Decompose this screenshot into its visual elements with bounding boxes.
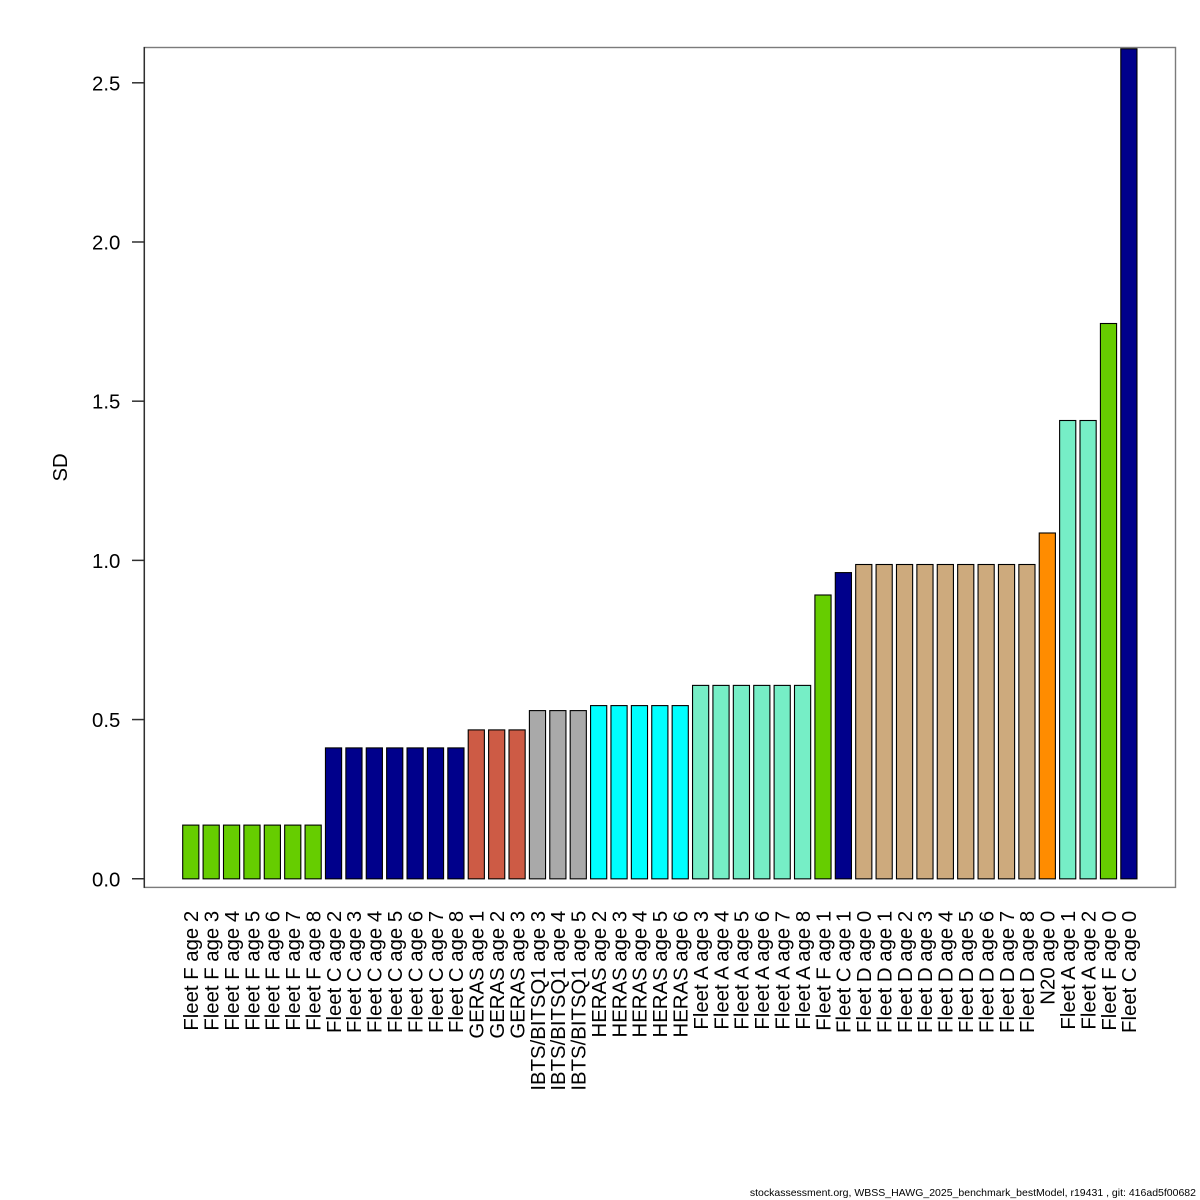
svg-text:Fleet C age 2: Fleet C age 2 — [324, 911, 346, 1033]
svg-text:GERAS age 3: GERAS age 3 — [507, 911, 529, 1039]
svg-text:Fleet C age 6: Fleet C age 6 — [405, 911, 427, 1033]
svg-text:Fleet A age 3: Fleet A age 3 — [691, 911, 713, 1030]
svg-text:Fleet D age 8: Fleet D age 8 — [1017, 911, 1039, 1033]
svg-text:Fleet F age 5: Fleet F age 5 — [242, 911, 264, 1031]
svg-text:2.0: 2.0 — [92, 232, 120, 254]
svg-text:Fleet F age 3: Fleet F age 3 — [201, 911, 223, 1031]
svg-text:Fleet A age 1: Fleet A age 1 — [1058, 911, 1080, 1030]
svg-text:HERAS age 5: HERAS age 5 — [650, 911, 672, 1038]
svg-text:Fleet A age 4: Fleet A age 4 — [711, 911, 733, 1030]
svg-text:HERAS age 4: HERAS age 4 — [630, 911, 652, 1038]
svg-text:2.5: 2.5 — [92, 73, 120, 95]
svg-text:IBTS/BITSQ1 age 5: IBTS/BITSQ1 age 5 — [569, 911, 591, 1091]
svg-text:Fleet C age 1: Fleet C age 1 — [834, 911, 856, 1033]
svg-text:1.0: 1.0 — [92, 551, 120, 573]
svg-text:Fleet F age 1: Fleet F age 1 — [813, 911, 835, 1031]
svg-text:Fleet A age 8: Fleet A age 8 — [793, 911, 815, 1030]
svg-text:Fleet D age 2: Fleet D age 2 — [895, 911, 917, 1033]
svg-text:Fleet C age 8: Fleet C age 8 — [446, 911, 468, 1033]
svg-text:Fleet C age 4: Fleet C age 4 — [365, 911, 387, 1033]
svg-text:Fleet A age 7: Fleet A age 7 — [773, 911, 795, 1030]
svg-text:0.5: 0.5 — [92, 710, 120, 732]
svg-text:Fleet D age 3: Fleet D age 3 — [915, 911, 937, 1033]
svg-text:HERAS age 3: HERAS age 3 — [609, 911, 631, 1038]
svg-text:Fleet C age 0: Fleet C age 0 — [1119, 911, 1141, 1033]
svg-text:Fleet D age 4: Fleet D age 4 — [936, 911, 958, 1033]
svg-text:0.0: 0.0 — [92, 869, 120, 891]
svg-text:stockassessment.org, WBSS_HAWG: stockassessment.org, WBSS_HAWG_2025_benc… — [750, 1187, 1196, 1199]
svg-text:Fleet C age 5: Fleet C age 5 — [385, 911, 407, 1033]
svg-text:Fleet D age 5: Fleet D age 5 — [956, 911, 978, 1033]
svg-text:Fleet C age 7: Fleet C age 7 — [426, 911, 448, 1033]
svg-text:IBTS/BITSQ1 age 4: IBTS/BITSQ1 age 4 — [548, 911, 570, 1091]
svg-text:GERAS age 1: GERAS age 1 — [467, 911, 489, 1039]
svg-text:Fleet F age 8: Fleet F age 8 — [303, 911, 325, 1031]
svg-text:Fleet D age 6: Fleet D age 6 — [976, 911, 998, 1033]
svg-text:Fleet F age 4: Fleet F age 4 — [222, 911, 244, 1031]
svg-text:Fleet F age 7: Fleet F age 7 — [283, 911, 305, 1031]
svg-text:HERAS age 6: HERAS age 6 — [671, 911, 693, 1038]
svg-text:Fleet D age 1: Fleet D age 1 — [874, 911, 896, 1033]
svg-text:Fleet D age 7: Fleet D age 7 — [997, 911, 1019, 1033]
svg-text:Fleet F age 2: Fleet F age 2 — [181, 911, 203, 1031]
svg-text:Fleet F age 0: Fleet F age 0 — [1099, 911, 1121, 1031]
svg-text:1.5: 1.5 — [92, 392, 120, 414]
svg-text:IBTS/BITSQ1 age 3: IBTS/BITSQ1 age 3 — [528, 911, 550, 1091]
svg-text:SD: SD — [50, 453, 72, 481]
svg-text:GERAS age 2: GERAS age 2 — [487, 911, 509, 1039]
svg-text:HERAS age 2: HERAS age 2 — [589, 911, 611, 1038]
svg-text:Fleet A age 6: Fleet A age 6 — [752, 911, 774, 1030]
svg-text:Fleet C age 3: Fleet C age 3 — [344, 911, 366, 1033]
svg-text:Fleet F age 6: Fleet F age 6 — [263, 911, 285, 1031]
svg-text:Fleet A age 2: Fleet A age 2 — [1078, 911, 1100, 1030]
svg-text:N20 age 0: N20 age 0 — [1038, 911, 1060, 1005]
svg-text:Fleet A age 5: Fleet A age 5 — [732, 911, 754, 1030]
svg-text:Fleet D age 0: Fleet D age 0 — [854, 911, 876, 1033]
